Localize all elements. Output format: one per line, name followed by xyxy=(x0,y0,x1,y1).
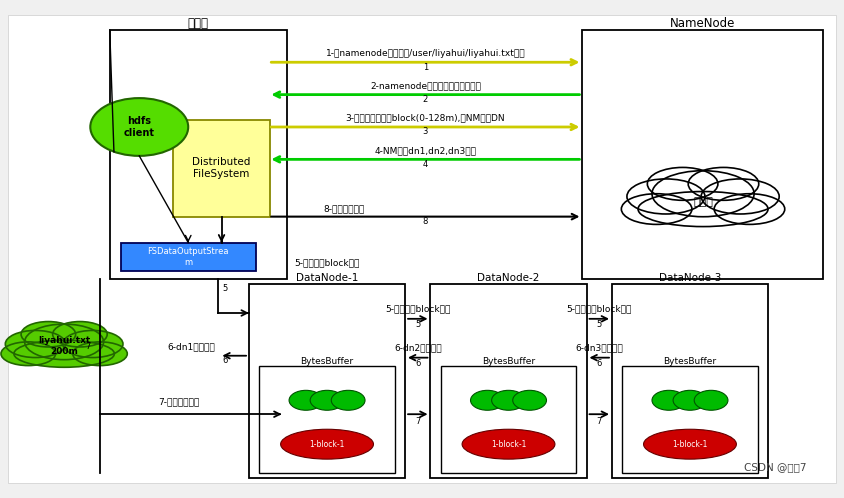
Circle shape xyxy=(331,390,365,410)
Text: DataNode-3: DataNode-3 xyxy=(659,273,721,283)
Ellipse shape xyxy=(643,429,736,459)
Bar xyxy=(110,30,287,279)
Ellipse shape xyxy=(647,167,718,200)
Bar xyxy=(622,366,758,473)
Text: 4-NM返回dn1,dn2,dn3节点: 4-NM返回dn1,dn2,dn3节点 xyxy=(375,146,476,155)
Bar xyxy=(121,243,256,271)
Text: Distributed
FileSystem: Distributed FileSystem xyxy=(192,157,251,179)
Text: 2-namenode响应是否可以上传文件: 2-namenode响应是否可以上传文件 xyxy=(370,81,481,90)
Ellipse shape xyxy=(24,324,104,360)
Text: 8: 8 xyxy=(423,217,428,226)
Text: 5: 5 xyxy=(415,320,420,329)
Text: 1-向namenode请求上传/user/liyahui/liyahui.txt文件: 1-向namenode请求上传/user/liyahui/liyahui.txt… xyxy=(326,49,525,58)
Text: FSDataOutputStrea
m: FSDataOutputStrea m xyxy=(148,248,229,266)
Text: liyahui.txt
200m: liyahui.txt 200m xyxy=(38,337,90,356)
Ellipse shape xyxy=(627,179,705,214)
Circle shape xyxy=(90,98,188,156)
Circle shape xyxy=(652,390,685,410)
Text: 4: 4 xyxy=(423,160,428,169)
Text: 8-传输数据完成: 8-传输数据完成 xyxy=(324,204,365,213)
Text: 6-dn1应答成功: 6-dn1应答成功 xyxy=(167,342,215,351)
Circle shape xyxy=(471,390,505,410)
Circle shape xyxy=(513,390,547,410)
Ellipse shape xyxy=(14,340,115,368)
Circle shape xyxy=(491,390,525,410)
Bar xyxy=(612,284,768,478)
Circle shape xyxy=(310,390,344,410)
Ellipse shape xyxy=(280,429,373,459)
Ellipse shape xyxy=(714,194,785,225)
Circle shape xyxy=(289,390,322,410)
Text: 元数据: 元数据 xyxy=(693,197,713,207)
Text: 5: 5 xyxy=(222,284,227,293)
Text: 6: 6 xyxy=(222,356,227,365)
Ellipse shape xyxy=(652,171,755,217)
Text: BytesBuffer: BytesBuffer xyxy=(663,357,717,366)
Text: BytesBuffer: BytesBuffer xyxy=(482,357,535,366)
Text: 2: 2 xyxy=(423,95,428,104)
Ellipse shape xyxy=(52,322,107,347)
Circle shape xyxy=(674,390,706,410)
Text: 7: 7 xyxy=(597,417,602,426)
Text: 5-请求建立block通道: 5-请求建立block通道 xyxy=(295,258,360,267)
Text: hdfs
client: hdfs client xyxy=(124,116,154,138)
Ellipse shape xyxy=(5,331,66,358)
Text: 7: 7 xyxy=(86,342,91,351)
Text: CSDN @落幕7: CSDN @落幕7 xyxy=(744,462,806,472)
Ellipse shape xyxy=(1,342,56,366)
Text: 客户端: 客户端 xyxy=(188,17,208,30)
Ellipse shape xyxy=(73,342,127,366)
Text: 7-开始传输数据: 7-开始传输数据 xyxy=(158,397,199,406)
Ellipse shape xyxy=(463,429,555,459)
Text: NameNode: NameNode xyxy=(670,17,735,30)
Text: 1-block-1: 1-block-1 xyxy=(673,440,707,449)
Ellipse shape xyxy=(62,331,123,358)
Text: 1-block-1: 1-block-1 xyxy=(310,440,344,449)
Ellipse shape xyxy=(701,179,779,214)
Bar xyxy=(430,284,587,478)
Text: DataNode-2: DataNode-2 xyxy=(478,273,539,283)
Text: 6-dn3应答成功: 6-dn3应答成功 xyxy=(576,343,623,352)
Bar xyxy=(259,366,395,473)
Ellipse shape xyxy=(21,322,76,347)
Bar xyxy=(582,30,823,279)
Text: 5-请求建立block通道: 5-请求建立block通道 xyxy=(566,304,632,313)
Ellipse shape xyxy=(621,194,692,225)
Text: BytesBuffer: BytesBuffer xyxy=(300,357,354,366)
Text: DataNode-1: DataNode-1 xyxy=(296,273,358,283)
Text: 1-block-1: 1-block-1 xyxy=(491,440,526,449)
Ellipse shape xyxy=(638,192,768,227)
Text: 3: 3 xyxy=(423,127,428,136)
Text: 7: 7 xyxy=(415,417,420,426)
Bar xyxy=(173,120,270,217)
Bar xyxy=(249,284,405,478)
Text: 6-dn2应答成功: 6-dn2应答成功 xyxy=(394,343,441,352)
Text: 3-请求上传第一个block(0-128m),请NM返回DN: 3-请求上传第一个block(0-128m),请NM返回DN xyxy=(345,114,506,123)
Text: 5-请求建立block通道: 5-请求建立block通道 xyxy=(385,304,451,313)
Circle shape xyxy=(694,390,728,410)
Text: 6: 6 xyxy=(415,359,420,368)
Text: 1: 1 xyxy=(423,63,428,72)
Ellipse shape xyxy=(688,167,759,200)
Text: 6: 6 xyxy=(597,359,602,368)
Text: 5: 5 xyxy=(597,320,602,329)
Bar xyxy=(441,366,576,473)
